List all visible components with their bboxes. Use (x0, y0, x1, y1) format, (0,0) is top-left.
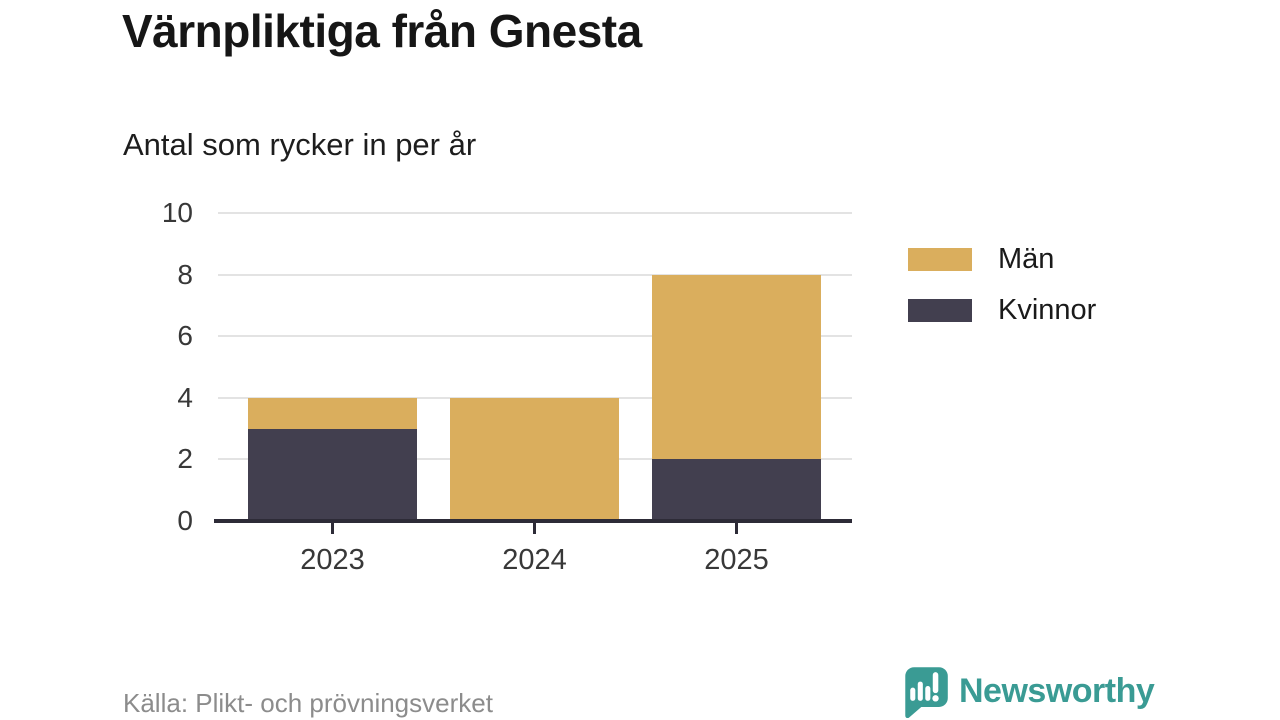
y-tick-label: 8 (177, 258, 193, 290)
legend-swatch (908, 299, 972, 322)
gridline-y6 (218, 335, 852, 338)
y-tick-label: 2 (177, 443, 193, 475)
bar-segment-2023-Kvinnor (248, 428, 417, 521)
brand-wordmark: Newsworthy (959, 672, 1155, 710)
x-tick-2024 (533, 523, 536, 534)
legend-item-Kvinnor: Kvinnor (908, 296, 1096, 325)
bar-segment-2025-Män (652, 274, 821, 460)
legend-label: Män (998, 243, 1055, 275)
y-axis-labels: 0 2 4 6 8 10 (100, 199, 193, 535)
x-tick-2025 (735, 523, 738, 534)
bar-chart-speech-bubble-icon (905, 667, 948, 718)
bar-2023 (248, 397, 417, 521)
legend-swatch (908, 248, 972, 271)
bar-segment-2025-Kvinnor (652, 459, 821, 521)
y-tick-label: 10 (161, 197, 193, 228)
x-tick-2023 (331, 523, 334, 534)
gridline-y8 (218, 273, 852, 276)
x-axis-line (214, 519, 852, 523)
x-tick-label: 2024 (502, 544, 567, 576)
y-tick-label: 4 (177, 381, 193, 413)
chart-title: Värnpliktiga från Gnesta (122, 5, 642, 57)
bar-2025 (652, 274, 821, 521)
y-tick-label: 0 (177, 505, 193, 536)
bar-2024 (450, 397, 619, 521)
x-tick-label: 2025 (704, 544, 769, 576)
source-note: Källa: Plikt- och prövningsverket (123, 688, 493, 718)
chart-subtitle: Antal som rycker in per år (123, 127, 477, 162)
brand-logo: Newsworthy (897, 664, 1155, 719)
bar-segment-2023-Män (248, 397, 417, 429)
legend-item-Män: Män (908, 245, 1096, 274)
y-tick-label: 6 (177, 320, 193, 352)
plot-area (214, 212, 852, 534)
gridline-y10 (218, 212, 852, 214)
x-tick-label: 2023 (300, 544, 365, 576)
gridline-y4 (218, 396, 852, 399)
bar-segment-2024-Män (450, 397, 619, 521)
legend-label: Kvinnor (998, 294, 1097, 326)
x-axis-labels: 2023 2024 2025 (218, 540, 852, 582)
legend: Män Kvinnor (908, 245, 1096, 347)
